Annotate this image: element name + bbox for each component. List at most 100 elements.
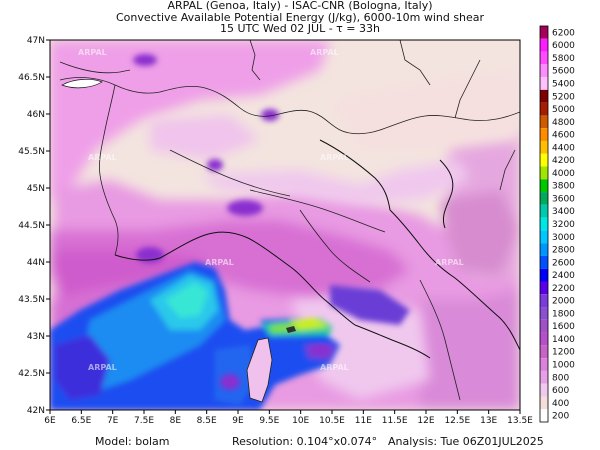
colorbar-swatch	[540, 319, 548, 333]
watermark: ARPAL	[320, 363, 349, 372]
colorbar-swatch	[540, 396, 548, 410]
colorbar-label: 3200	[552, 220, 575, 230]
analysis-label: Analysis: Tue 06Z01JUL2025	[388, 435, 544, 448]
colorbar-swatch	[540, 128, 548, 141]
colorbar-label: 600	[552, 386, 569, 396]
lon-tick-label: 7E	[107, 416, 119, 426]
lon-tick-label: 6E	[44, 416, 56, 426]
lat-tick-label: 43.5N	[18, 295, 45, 305]
colorbar-swatch	[540, 179, 548, 193]
colorbar-label: 1200	[552, 348, 575, 358]
colorbar-swatch	[540, 217, 548, 231]
lon-tick-label: 8E	[170, 416, 182, 426]
colorbar-swatch	[540, 166, 548, 180]
colorbar-label: 2400	[552, 271, 575, 281]
watermark: ARPAL	[435, 258, 464, 267]
chart-title: ARPAL (Genoa, Italy) - ISAC-CNR (Bologna…	[0, 0, 600, 35]
colorbar-swatch	[540, 140, 548, 154]
colorbar-swatch	[540, 255, 548, 269]
colorbar-label: 4600	[552, 131, 575, 141]
colorbar-label: 5400	[552, 79, 575, 89]
colorbar-label: 5600	[552, 67, 575, 77]
colorbar-label: 800	[552, 373, 569, 383]
colorbar-swatch	[540, 89, 548, 103]
colorbar-swatch	[540, 26, 548, 39]
watermark: ARPAL	[320, 153, 349, 162]
watermark: ARPAL	[78, 48, 107, 57]
colorbar-swatch	[540, 230, 548, 244]
lat-tick-label: 45.5N	[18, 147, 45, 157]
watermark: ARPAL	[205, 258, 234, 267]
lon-tick-label: 10.5E	[319, 416, 345, 426]
colorbar-label: 4200	[552, 156, 575, 166]
colorbar-swatch	[540, 268, 548, 282]
colorbar-swatch	[540, 51, 548, 65]
lat-tick-label: 43N	[27, 332, 45, 342]
colorbar-label: 400	[552, 399, 569, 409]
colorbar-swatch	[540, 383, 548, 397]
colorbar-label: 1000	[552, 361, 575, 371]
watermark: ARPAL	[310, 48, 339, 57]
colorbar-label: 1400	[552, 335, 575, 345]
title-line-1: ARPAL (Genoa, Italy) - ISAC-CNR (Bologna…	[167, 0, 433, 12]
colorbar-label: 4400	[552, 143, 575, 153]
colorbar-swatch	[540, 38, 548, 52]
colorbar: 6200 6000 5800 5600 5400 5200 5000 4800 4600 4400…	[539, 25, 575, 423]
lat-tick-label: 47N	[27, 36, 45, 46]
colorbar-swatch	[540, 409, 548, 422]
footer: Model: bolam Resolution: 0.104°x0.074° A…	[0, 430, 600, 450]
colorbar-swatch	[540, 307, 548, 320]
colorbar-frame	[539, 25, 549, 423]
lon-tick-label: 8.5E	[197, 416, 217, 426]
lon-tick-label: 9E	[232, 416, 244, 426]
lon-tick-label: 13.5E	[507, 416, 533, 426]
lat-tick-label: 42.5N	[18, 369, 45, 379]
cape-map: ARPAL ARPAL ARPAL ARPAL ARPAL ARPAL ARPA…	[18, 25, 575, 426]
lon-tick-label: 11E	[355, 416, 372, 426]
lon-tick-label: 7.5E	[134, 416, 154, 426]
colorbar-label: 5000	[552, 105, 575, 115]
colorbar-label: 3400	[552, 207, 575, 217]
colorbar-swatch	[540, 102, 548, 116]
lon-tick-label: 12.5E	[444, 416, 470, 426]
title-line-3: 15 UTC Wed 02 JUL - τ = 33h	[220, 22, 380, 35]
lon-tick-label: 6.5E	[71, 416, 91, 426]
colorbar-swatch	[540, 153, 548, 167]
colorbar-swatch	[540, 243, 548, 256]
colorbar-label: 1600	[552, 322, 575, 332]
colorbar-label: 6000	[552, 41, 575, 51]
lat-tick-label: 46.5N	[18, 73, 45, 83]
colorbar-label: 3800	[552, 182, 575, 192]
colorbar-label: 200	[552, 412, 569, 422]
resolution-label: Resolution: 0.104°x0.074°	[232, 435, 378, 448]
lon-tick-label: 9.5E	[259, 416, 279, 426]
colorbar-label: 4000	[552, 169, 575, 179]
colorbar-label: 2200	[552, 284, 575, 294]
colorbar-swatch	[540, 294, 548, 308]
title-line-2: Convective Available Potential Energy (J…	[115, 10, 485, 24]
colorbar-swatch	[540, 345, 548, 359]
colorbar-swatch	[540, 281, 548, 295]
colorbar-label: 5200	[552, 92, 575, 102]
colorbar-label: 5800	[552, 54, 575, 64]
colorbar-swatch	[540, 332, 548, 346]
colorbar-label: 3000	[552, 233, 575, 243]
lat-tick-label: 46N	[27, 110, 45, 120]
lon-tick-label: 12E	[417, 416, 434, 426]
colorbar-label: 6200	[552, 28, 575, 38]
lat-tick-label: 45N	[27, 184, 45, 194]
colorbar-swatch	[540, 77, 548, 90]
lon-tick-label: 10E	[292, 416, 309, 426]
colorbar-label: 3600	[552, 194, 575, 204]
lon-tick-label: 11.5E	[382, 416, 408, 426]
cape-field: ARPAL ARPAL ARPAL ARPAL ARPAL ARPAL ARPA…	[50, 40, 520, 410]
colorbar-swatch	[540, 358, 548, 371]
colorbar-swatch	[540, 64, 548, 78]
lat-tick-label: 42N	[27, 406, 45, 416]
lon-tick-label: 13E	[480, 416, 497, 426]
colorbar-label: 1800	[552, 309, 575, 319]
longitude-axis: 6E 6.5E 7E 7.5E 8E 8.5E 9E 9.5E 10E 10.5E 11E 11.5E…	[44, 410, 533, 426]
lat-tick-label: 44.5N	[18, 221, 45, 231]
colorbar-swatch	[540, 204, 548, 218]
watermark: ARPAL	[88, 153, 117, 162]
